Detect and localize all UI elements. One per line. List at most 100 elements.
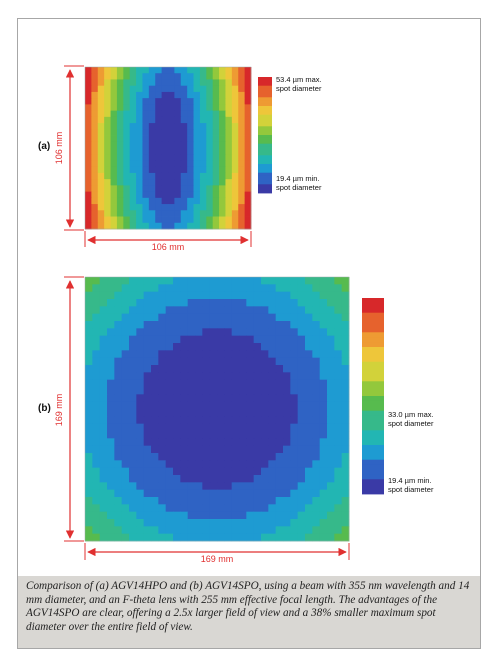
heatmap-b-cell: [327, 445, 335, 454]
heatmap-a-cell: [225, 216, 233, 224]
heatmap-b-cell: [99, 409, 108, 417]
heatmap-b-cell: [334, 357, 343, 366]
heatmap-a-cell: [168, 185, 175, 193]
heatmap-a-cell: [168, 135, 175, 143]
heatmap-b-cell: [334, 460, 343, 469]
heatmap-b-cell: [129, 277, 137, 285]
heatmap-a-cell: [193, 204, 201, 211]
heatmap-b-cell: [253, 467, 262, 476]
heatmap-b-cell: [261, 328, 269, 337]
legend-b-segment: [362, 356, 384, 363]
legend-b-segment: [362, 435, 384, 441]
heatmap-b-cell: [151, 445, 159, 454]
heatmap-b-cell: [107, 489, 115, 498]
heatmap-a-cell: [116, 197, 124, 205]
heatmap-a-cell: [161, 116, 169, 124]
heatmap-a-cell: [206, 179, 214, 186]
heatmap-a-cell: [155, 67, 163, 74]
heatmap-a-cell: [129, 179, 137, 186]
heatmap-a-cell: [231, 160, 239, 168]
heatmap-b-cell: [283, 401, 291, 410]
heatmap-b-cell: [239, 453, 247, 461]
heatmap-a-cell: [104, 148, 111, 155]
heatmap-a-cell: [212, 179, 220, 186]
heatmap-a-cell: [180, 179, 188, 186]
heatmap-b-cell: [246, 394, 255, 403]
heatmap-b-cell: [246, 519, 255, 527]
heatmap-b-cell: [121, 511, 130, 520]
panel-label-a: (a): [38, 141, 51, 152]
heatmap-b-cell: [99, 328, 108, 337]
heatmap-b-cell: [114, 526, 123, 535]
heatmap-b-cell: [327, 350, 335, 359]
heatmap-a-cell: [199, 116, 207, 124]
heatmap-b-cell: [239, 489, 247, 498]
heatmap-a-cell: [193, 129, 201, 136]
heatmap-a-cell: [110, 123, 118, 130]
heatmap-b-cell: [253, 284, 262, 293]
heatmap-b-cell: [231, 343, 240, 351]
heatmap-b-cell: [121, 365, 130, 373]
heatmap-b-cell: [136, 453, 145, 461]
heatmap-a-cell: [244, 172, 252, 180]
heatmap-b-cell: [165, 313, 174, 322]
heatmap-b-cell: [209, 365, 218, 373]
heatmap-b-cell: [275, 372, 284, 381]
heatmap-a-cell: [123, 123, 131, 130]
heatmap-b-cell: [99, 453, 108, 461]
width-label-a: 106 mm: [152, 242, 185, 252]
heatmap-b-cell: [239, 321, 247, 329]
heatmap-b-cell: [165, 467, 174, 476]
heatmap-a-cell: [104, 91, 111, 99]
heatmap-b-cell: [202, 460, 211, 469]
heatmap-b-cell: [187, 306, 196, 315]
heatmap-a-cell: [174, 148, 182, 155]
heatmap-b-cell: [275, 489, 284, 498]
heatmap-b-cell: [224, 504, 233, 513]
heatmap-b-cell: [290, 343, 299, 351]
heatmap-b-cell: [129, 526, 137, 535]
heatmap-b-cell: [143, 394, 152, 403]
heatmap-a-cell: [238, 210, 246, 217]
heatmap-b-cell: [275, 423, 284, 432]
heatmap-b-cell: [231, 321, 240, 329]
heatmap-b-cell: [195, 533, 203, 542]
heatmap-b-cell: [312, 445, 321, 454]
heatmap-a-cell: [155, 185, 163, 193]
heatmap-b-cell: [202, 489, 211, 498]
heatmap-a-cell: [123, 154, 131, 161]
heatmap-b-cell: [187, 313, 196, 322]
heatmap-a-cell: [85, 179, 92, 186]
heatmap-b-cell: [187, 533, 196, 542]
heatmap-b-cell: [239, 409, 247, 417]
heatmap-b-cell: [297, 416, 306, 425]
heatmap-a-cell: [136, 148, 143, 155]
heatmap-b-cell: [239, 365, 247, 373]
heatmap-a-cell: [97, 110, 105, 118]
heatmap-b-cell: [180, 357, 189, 366]
heatmap-b-cell: [319, 328, 328, 337]
heatmap-b-cell: [92, 416, 101, 425]
heatmap-b-cell: [114, 482, 123, 491]
heatmap-b-cell: [114, 453, 123, 461]
heatmap-a-cell: [193, 79, 201, 87]
heatmap-b-cell: [319, 372, 328, 381]
heatmap-b-cell: [114, 277, 123, 285]
heatmap-b-cell: [173, 482, 181, 491]
legend-max-line1-a: 53.4 µm max.: [276, 75, 322, 84]
heatmap-a-cell: [148, 73, 156, 80]
heatmap-a-cell: [244, 104, 252, 112]
heatmap-a-cell: [148, 116, 156, 124]
heatmap-b-cell: [231, 482, 240, 491]
legend-a-segment: [258, 97, 272, 101]
heatmap-b-cell: [341, 533, 350, 542]
heatmap-a-cell: [244, 148, 252, 155]
heatmap-b-cell: [334, 504, 343, 513]
heatmap-b-cell: [253, 328, 262, 337]
heatmap-b-cell: [297, 372, 306, 381]
heatmap-a-cell: [199, 123, 207, 130]
heatmap-a-cell: [219, 160, 226, 168]
heatmap-b-cell: [231, 291, 240, 300]
heatmap-b-cell: [151, 379, 159, 388]
heatmap-a-cell: [91, 116, 99, 124]
